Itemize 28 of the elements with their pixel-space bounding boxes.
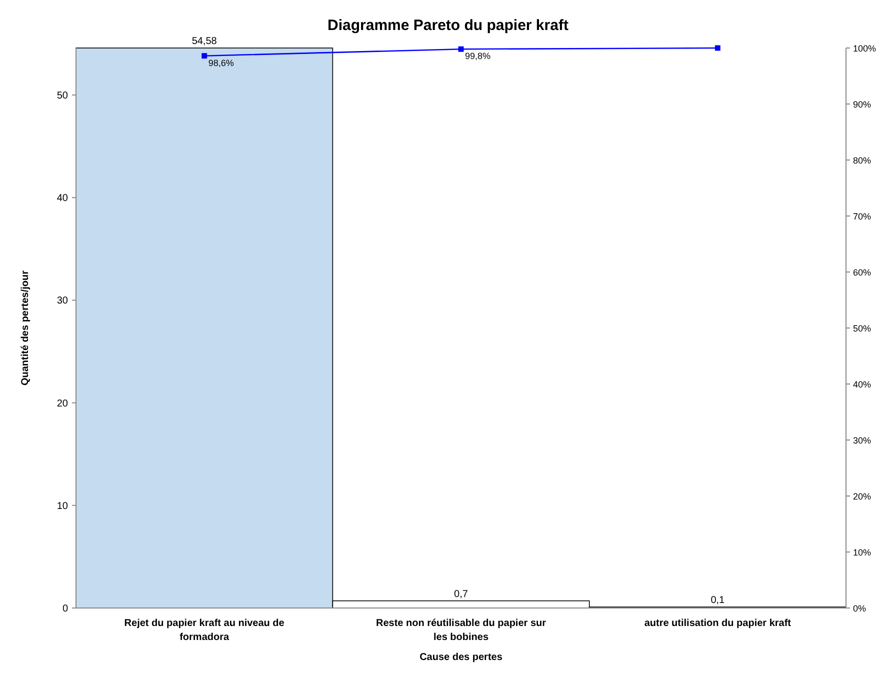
- y2-tick-label: 50%: [853, 324, 872, 334]
- y2-tick-label: 40%: [853, 380, 872, 390]
- chart-title: Diagramme Pareto du papier kraft: [328, 17, 568, 34]
- y2-tick-label: 90%: [853, 100, 872, 110]
- data-label: 99,8%: [465, 51, 491, 62]
- data-label: 54,58: [192, 36, 218, 47]
- y2-tick-label: 0%: [853, 604, 866, 614]
- x-tick-label: autre utilisation du papier kraft: [644, 618, 792, 629]
- data-label: 98,6%: [208, 58, 234, 68]
- y2-tick-label: 30%: [853, 436, 872, 446]
- y-axis-title: Quantité des pertes/jour: [20, 270, 31, 386]
- y2-tick-label: 100%: [853, 44, 876, 54]
- y-tick-label: 0: [62, 604, 68, 614]
- y-tick-label: 50: [56, 90, 68, 102]
- y-tick-label: 20: [56, 398, 68, 410]
- y2-tick-label: 20%: [853, 492, 872, 502]
- data-label: 0,7: [454, 588, 468, 600]
- y-tick-label: 10: [56, 500, 68, 512]
- y-tick-label: 40: [56, 193, 68, 204]
- y2-tick-label: 60%: [853, 268, 872, 278]
- y2-tick-label: 10%: [853, 548, 872, 558]
- x-tick-label: Reste non réutilisable du papier sur les bobines: [376, 618, 546, 643]
- y2-tick-label: 80%: [853, 156, 872, 166]
- y-tick-label: 30: [56, 296, 68, 307]
- data-label: 0,1: [710, 594, 726, 606]
- y2-tick-label: 70%: [853, 212, 872, 222]
- x-axis-title: Cause des pertes: [420, 652, 503, 663]
- x-tick-label: Rejet du papier kraft au niveau de formadora: [124, 618, 285, 643]
